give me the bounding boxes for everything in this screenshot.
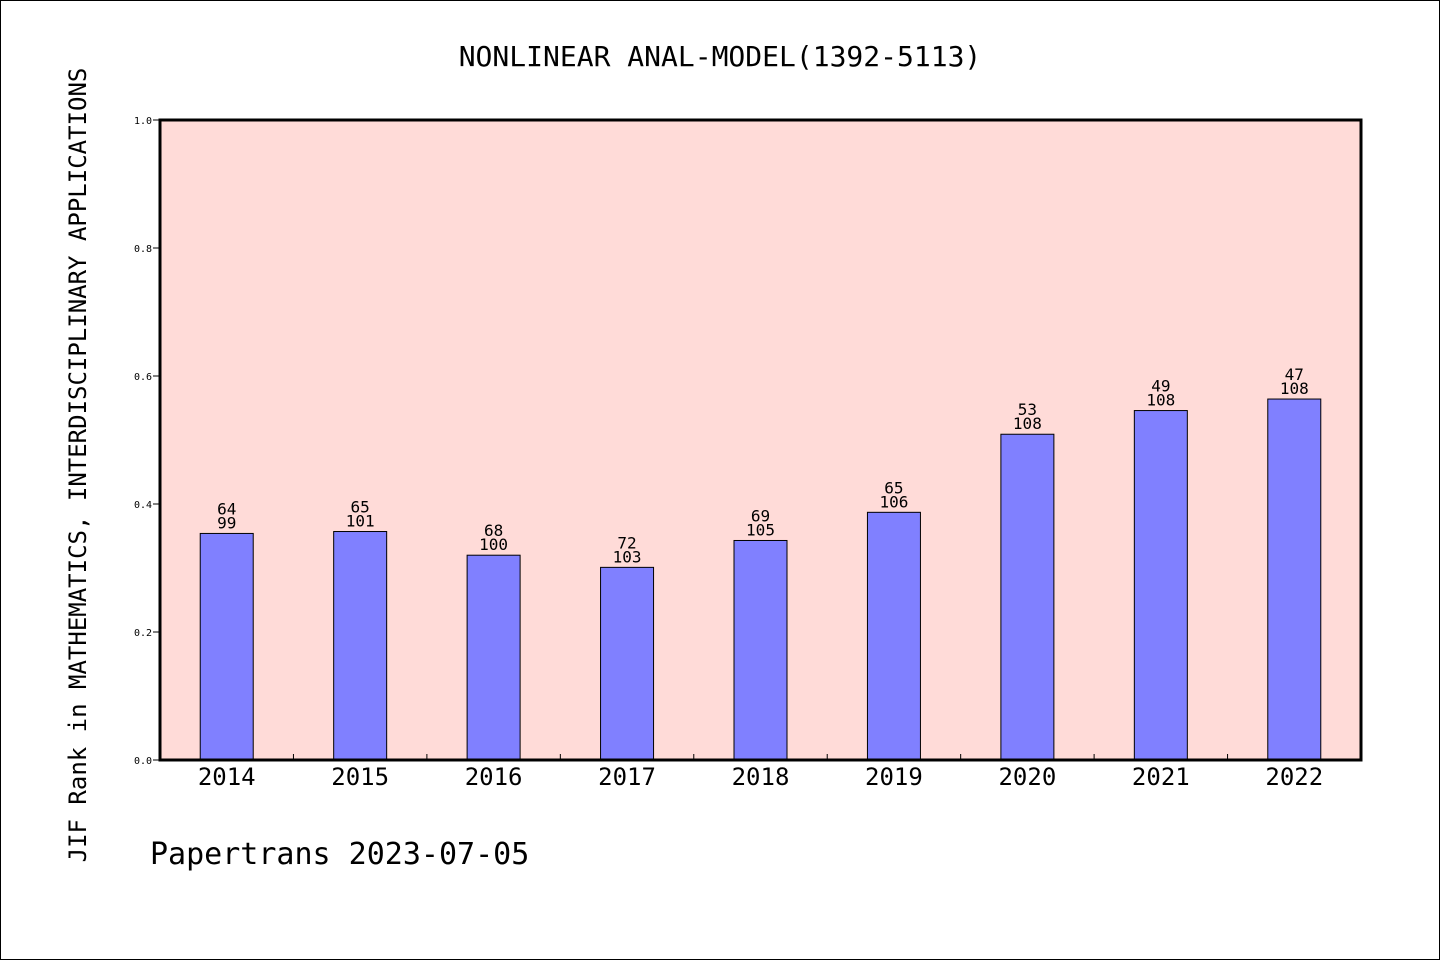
bar-2017 [600, 566, 655, 761]
rank-label: 69 [751, 506, 770, 525]
rank-label: 65 [884, 478, 903, 497]
total-label: 100 [479, 535, 508, 554]
x-tick-label: 2017 [598, 763, 656, 791]
rank-label: 72 [617, 533, 636, 552]
bar-2018 [733, 539, 788, 761]
y-tick-label: 0.4 [134, 500, 152, 511]
bar-2021 [1133, 410, 1188, 761]
y-tick-label: 0.0 [134, 756, 152, 767]
total-label: 108 [1146, 391, 1175, 410]
rank-label: 64 [217, 499, 236, 518]
total-label: 108 [1013, 414, 1042, 433]
bar-2022 [1267, 398, 1322, 761]
x-tick-label: 2019 [865, 763, 923, 791]
y-tick-label: 0.8 [134, 244, 152, 255]
rank-label: 53 [1018, 400, 1037, 419]
x-axis: 2014 2015 2016 2017 2018 2019 2020 2021 2022 [198, 754, 1323, 791]
bar-2015 [333, 531, 388, 761]
x-tick-label: 2022 [1265, 763, 1323, 791]
footer-credit: Papertrans 2023-07-05 [150, 837, 529, 872]
rank-label: 49 [1151, 377, 1170, 396]
y-axis-label: JIF Rank in MATHEMATICS, INTERDISCIPLINA… [64, 68, 92, 863]
total-label: 108 [1280, 379, 1309, 398]
x-tick-label: 2018 [732, 763, 790, 791]
bars [199, 398, 1322, 761]
x-tick-label: 2015 [331, 763, 389, 791]
rank-label: 68 [484, 521, 503, 540]
y-tick-label: 1.0 [134, 116, 152, 127]
total-label: 105 [746, 520, 775, 539]
total-label: 103 [613, 547, 642, 566]
total-label: 101 [346, 512, 375, 531]
x-tick-label: 2020 [998, 763, 1056, 791]
total-label: 99 [217, 513, 236, 532]
rank-label: 47 [1285, 365, 1304, 384]
y-tick-label: 0.2 [134, 628, 152, 639]
y-tick-label: 0.6 [134, 372, 152, 383]
bar-2019 [866, 511, 921, 761]
total-label: 106 [879, 492, 908, 511]
x-tick-label: 2021 [1132, 763, 1190, 791]
rank-label: 65 [351, 498, 370, 517]
plot-border [158, 118, 1363, 762]
y-axis: 0.0 0.2 0.4 0.6 0.8 1.0 [134, 116, 160, 767]
bar-2016 [466, 554, 521, 761]
bar-2014 [199, 532, 254, 761]
chart-title: NONLINEAR ANAL-MODEL(1392-5113) [459, 40, 982, 73]
x-tick-label: 2016 [465, 763, 523, 791]
x-tick-label: 2014 [198, 763, 256, 791]
bar-2020 [1000, 433, 1055, 761]
